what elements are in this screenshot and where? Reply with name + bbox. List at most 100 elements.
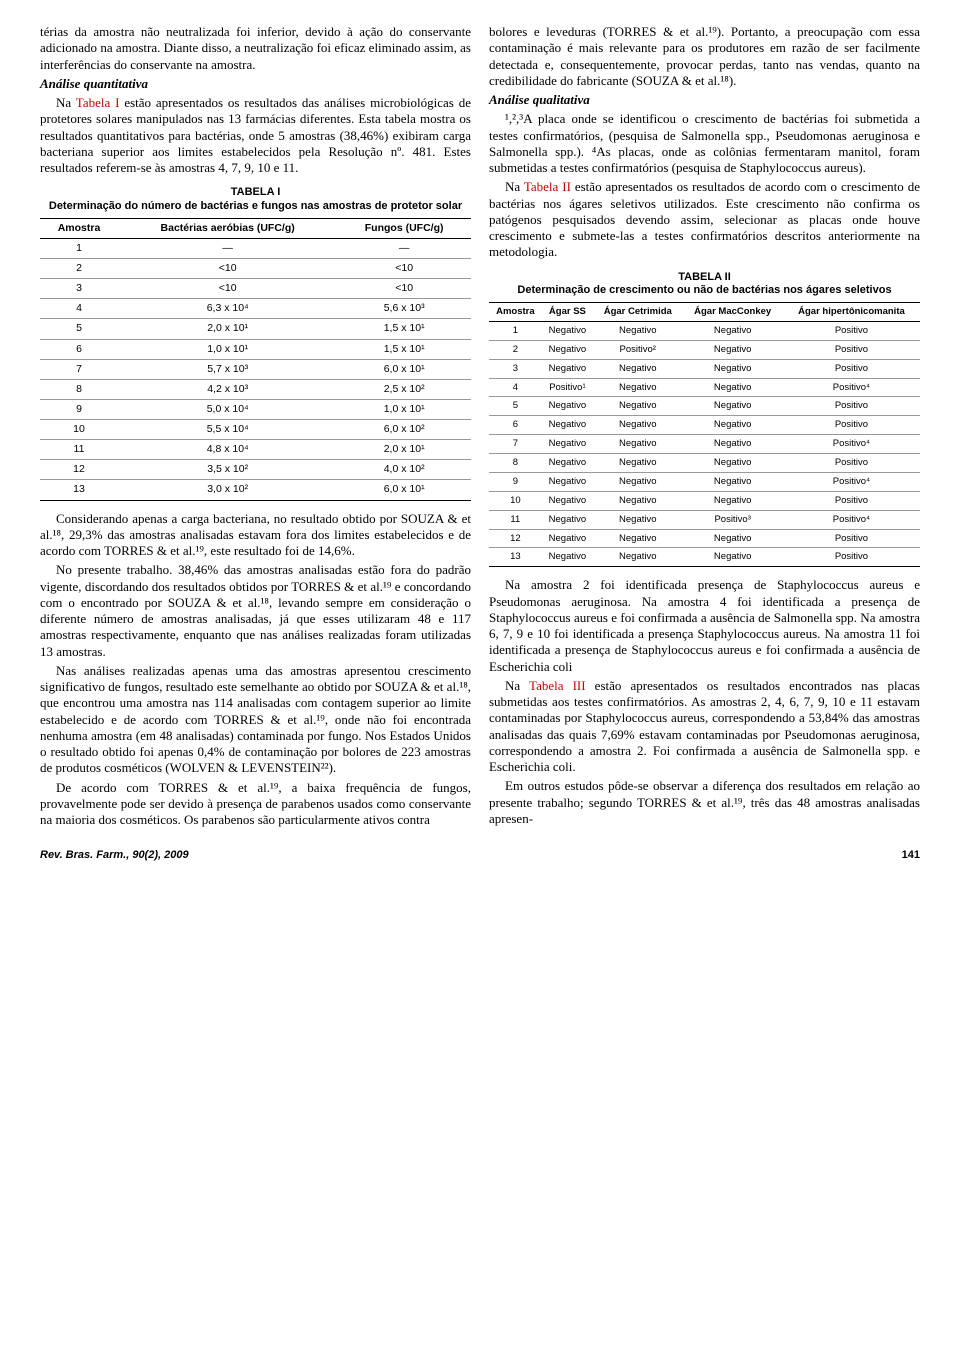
- cell: Negativo: [542, 548, 593, 567]
- cell: Negativo: [542, 510, 593, 529]
- cell: 11: [489, 510, 542, 529]
- table-row: 84,2 x 10³2,5 x 10²: [40, 379, 471, 399]
- cell: 6,0 x 10²: [337, 420, 471, 440]
- cell: 7: [40, 359, 118, 379]
- table-row: 13NegativoNegativoNegativoPositivo: [489, 548, 920, 567]
- th: Ágar MacConkey: [682, 303, 782, 322]
- table-row: 3<10<10: [40, 279, 471, 299]
- table-row: 133,0 x 10²6,0 x 10¹: [40, 480, 471, 500]
- cell: Negativo: [682, 397, 782, 416]
- cell: Positivo: [783, 397, 920, 416]
- cell: 10: [489, 491, 542, 510]
- table-row: 61,0 x 10¹1,5 x 10¹: [40, 339, 471, 359]
- cell: Negativo: [542, 472, 593, 491]
- cell: Negativo: [593, 397, 682, 416]
- cell: 8: [40, 379, 118, 399]
- cell: 6,0 x 10¹: [337, 480, 471, 500]
- table-ref[interactable]: Tabela II: [524, 179, 571, 194]
- subheading: Análise quantitativa: [40, 76, 148, 91]
- cell: 5,7 x 10³: [118, 359, 337, 379]
- cell: —: [118, 238, 337, 258]
- cell: Positivo¹: [542, 378, 593, 397]
- cell: Negativo: [593, 359, 682, 378]
- cell: 4,0 x 10²: [337, 460, 471, 480]
- cell: 5,0 x 10⁴: [118, 399, 337, 419]
- table-row: 12NegativoNegativoNegativoPositivo: [489, 529, 920, 548]
- cell: Negativo: [542, 359, 593, 378]
- table-row: 10NegativoNegativoNegativoPositivo: [489, 491, 920, 510]
- para: Análise quantitativa: [40, 76, 471, 92]
- table-row: 52,0 x 10¹1,5 x 10¹: [40, 319, 471, 339]
- cell: Negativo: [593, 472, 682, 491]
- cell: <10: [337, 279, 471, 299]
- cell: Positivo³: [682, 510, 782, 529]
- cell: Positivo: [783, 359, 920, 378]
- subheading: Análise qualitativa: [489, 92, 590, 107]
- cell: <10: [118, 279, 337, 299]
- cell: 5,6 x 10³: [337, 299, 471, 319]
- journal-ref: Rev. Bras. Farm., 90(2), 2009: [40, 849, 189, 863]
- para: De acordo com TORRES & et al.¹⁹, a baixa…: [40, 780, 471, 829]
- para: Na Tabela I estão apresentados os result…: [40, 95, 471, 176]
- cell: Negativo: [593, 529, 682, 548]
- table-row: 114,8 x 10⁴2,0 x 10¹: [40, 440, 471, 460]
- cell: 5,5 x 10⁴: [118, 420, 337, 440]
- cell: 12: [489, 529, 542, 548]
- cell: 9: [489, 472, 542, 491]
- table-row: 4Positivo¹NegativoNegativoPositivo⁴: [489, 378, 920, 397]
- table2-title: TABELA II Determinação de crescimento ou…: [489, 271, 920, 299]
- th: Fungos (UFC/g): [337, 218, 471, 238]
- th: Ágar hipertônicomanita: [783, 303, 920, 322]
- cell: <10: [118, 259, 337, 279]
- cell: Negativo: [682, 435, 782, 454]
- cell: Positivo⁴: [783, 378, 920, 397]
- table-row: 46,3 x 10⁴5,6 x 10³: [40, 299, 471, 319]
- cell: 4: [40, 299, 118, 319]
- th: Amostra: [40, 218, 118, 238]
- table2: Amostra Ágar SS Ágar Cetrimida Ágar MacC…: [489, 302, 920, 567]
- page-footer: Rev. Bras. Farm., 90(2), 2009 141: [40, 849, 920, 863]
- cell: Positivo: [783, 416, 920, 435]
- cell: 2: [40, 259, 118, 279]
- cell: 12: [40, 460, 118, 480]
- th: Amostra: [489, 303, 542, 322]
- cell: 1: [489, 321, 542, 340]
- cell: Negativo: [682, 472, 782, 491]
- right-column: bolores e leveduras (TORRES & et al.¹⁹).…: [489, 24, 920, 831]
- left-column: térias da amostra não neutralizada foi i…: [40, 24, 471, 831]
- cell: 3,0 x 10²: [118, 480, 337, 500]
- cell: 1,5 x 10¹: [337, 319, 471, 339]
- cell: 1,0 x 10¹: [118, 339, 337, 359]
- cell: Negativo: [542, 340, 593, 359]
- cell: 7: [489, 435, 542, 454]
- cell: Negativo: [593, 548, 682, 567]
- cell: 3: [489, 359, 542, 378]
- th: Ágar SS: [542, 303, 593, 322]
- cell: Negativo: [593, 416, 682, 435]
- table-ref[interactable]: Tabela I: [76, 95, 120, 110]
- cell: Negativo: [593, 510, 682, 529]
- cell: Negativo: [682, 359, 782, 378]
- cell: Positivo²: [593, 340, 682, 359]
- table-row: 105,5 x 10⁴6,0 x 10²: [40, 420, 471, 440]
- cell: 4,2 x 10³: [118, 379, 337, 399]
- cell: 13: [40, 480, 118, 500]
- cell: 4: [489, 378, 542, 397]
- cell: 6,3 x 10⁴: [118, 299, 337, 319]
- cell: 4,8 x 10⁴: [118, 440, 337, 460]
- cell: Negativo: [593, 454, 682, 473]
- cell: 3: [40, 279, 118, 299]
- cell: Negativo: [682, 548, 782, 567]
- table1: Amostra Bactérias aeróbias (UFC/g) Fungo…: [40, 218, 471, 501]
- cell: 6: [489, 416, 542, 435]
- table-ref[interactable]: Tabela III: [529, 678, 586, 693]
- table-row: 75,7 x 10³6,0 x 10¹: [40, 359, 471, 379]
- cell: Negativo: [682, 529, 782, 548]
- table1-title: TABELA I Determinação do número de bacté…: [40, 186, 471, 214]
- table-row: 1——: [40, 238, 471, 258]
- cell: Negativo: [542, 435, 593, 454]
- table-row: 11NegativoNegativoPositivo³Positivo⁴: [489, 510, 920, 529]
- th: Ágar Cetrimida: [593, 303, 682, 322]
- two-column-layout: térias da amostra não neutralizada foi i…: [40, 24, 920, 831]
- para: Na Tabela III estão apresentados os resu…: [489, 678, 920, 776]
